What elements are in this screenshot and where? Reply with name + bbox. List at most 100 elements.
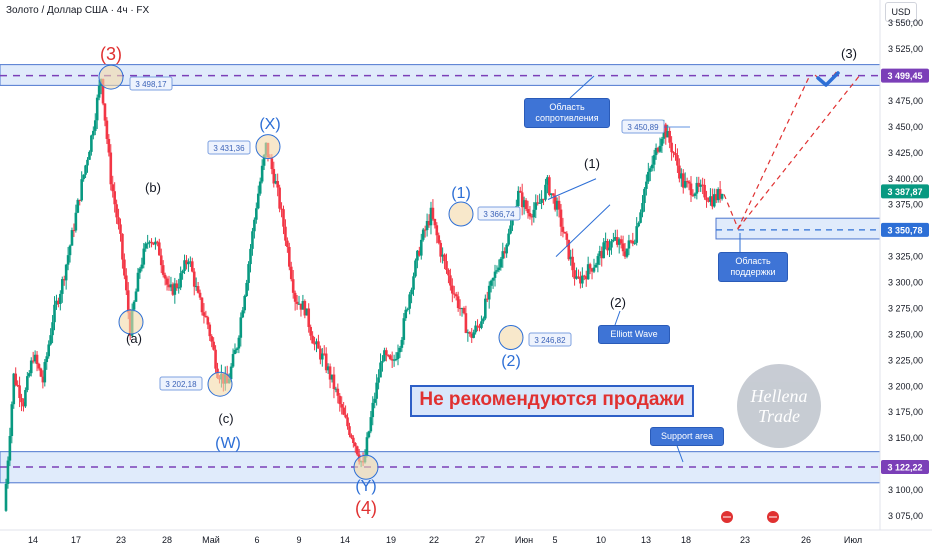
y-tick-label: 3 450,00 [888, 122, 923, 132]
candle-body [8, 435, 12, 461]
candle-body [577, 276, 580, 278]
candle-body [288, 246, 291, 267]
candle-body [243, 296, 246, 311]
candle-body [4, 483, 8, 511]
candle-body [249, 248, 252, 265]
candle-body [26, 376, 29, 391]
price-label-text: 3 246,82 [534, 336, 566, 345]
currency-selector[interactable]: USD [885, 2, 917, 22]
candle-body [10, 404, 14, 436]
candle-body [175, 283, 179, 288]
candle-body [239, 317, 243, 338]
candle-body [315, 341, 318, 344]
candle-body [68, 245, 72, 256]
axis-price-tag [881, 460, 929, 475]
candle-body [377, 377, 380, 383]
candle-body [101, 79, 105, 104]
candle-body [549, 193, 553, 195]
y-tick-label: 3 550,00 [888, 18, 923, 28]
candle-body [507, 233, 510, 245]
candle-body [495, 270, 499, 272]
axis-price-tag [881, 184, 929, 199]
candle-body [105, 120, 109, 139]
candle-body [633, 242, 637, 244]
candle-body [119, 224, 122, 234]
axis-price-tag-text: 3 122,22 [887, 463, 922, 473]
price-label-box [129, 76, 173, 91]
candle-body [412, 276, 415, 290]
candle-body [551, 193, 555, 196]
x-tick-label: 23 [740, 535, 750, 545]
candle-body [712, 194, 716, 207]
candle-body [476, 325, 479, 327]
candle-body [47, 344, 50, 357]
candle-body [212, 341, 215, 350]
x-tick-label: 5 [552, 535, 557, 545]
candle-body [555, 200, 559, 210]
candle-body [542, 198, 545, 200]
support-area-label-ru: Область поддержки [718, 252, 788, 282]
candle-body [505, 244, 508, 254]
candle-body [165, 278, 169, 285]
axis-price-tag [881, 222, 929, 237]
candle-body [82, 174, 85, 180]
y-tick-label: 3 075,00 [888, 511, 923, 521]
candle-body [534, 202, 538, 210]
candle-body [423, 229, 427, 231]
candle-body [431, 207, 435, 219]
candle-body [592, 267, 596, 272]
projection-path-1 [723, 74, 811, 231]
candle-body [189, 261, 192, 263]
candle-body [111, 184, 115, 192]
candle-body [136, 272, 140, 292]
candle-body [37, 364, 41, 369]
candle-body [716, 189, 720, 201]
candle-body [421, 229, 425, 240]
candle-body [497, 267, 501, 271]
candle-body [367, 431, 371, 438]
x-tick-label: 27 [475, 535, 485, 545]
candle-body [319, 348, 322, 360]
wave-label: (b) [145, 180, 161, 195]
candle-body [334, 388, 338, 390]
candle-body [57, 300, 60, 304]
candle-body [231, 354, 235, 367]
candle-body [12, 373, 16, 405]
candle-body [402, 318, 406, 340]
candle-body [666, 130, 670, 138]
candle-body [581, 275, 584, 284]
candle-body [51, 322, 54, 336]
candle-body [138, 268, 142, 273]
candle-body [683, 180, 687, 188]
candle-body [148, 241, 151, 244]
candle-body [456, 296, 460, 309]
candle-body [80, 179, 83, 201]
candle-body [530, 216, 534, 218]
candle-body [491, 277, 495, 281]
candle-body [190, 261, 194, 272]
y-tick-label: 3 175,00 [888, 407, 923, 417]
x-tick-label: 9 [296, 535, 301, 545]
candle-body [245, 282, 248, 297]
candle-body [658, 145, 662, 152]
candle-body [493, 271, 497, 278]
wave-label: (X) [259, 116, 280, 133]
candle-body [322, 353, 326, 355]
y-tick-label: 3 150,00 [888, 433, 923, 443]
candle-body [241, 310, 245, 318]
candle-body [93, 120, 97, 131]
candle-body [627, 240, 631, 249]
candle-body [418, 250, 421, 256]
candle-body [388, 355, 392, 360]
y-tick-label: 3 425,00 [888, 148, 923, 158]
price-label-box [207, 140, 251, 155]
candle-body [235, 348, 239, 351]
candle-body [656, 147, 660, 152]
price-label-text: 3 450,89 [627, 123, 659, 132]
candle-body [608, 247, 611, 251]
candle-body [697, 182, 701, 187]
x-tick-label: 19 [386, 535, 396, 545]
candle-body [625, 248, 629, 257]
candle-body [123, 259, 126, 276]
